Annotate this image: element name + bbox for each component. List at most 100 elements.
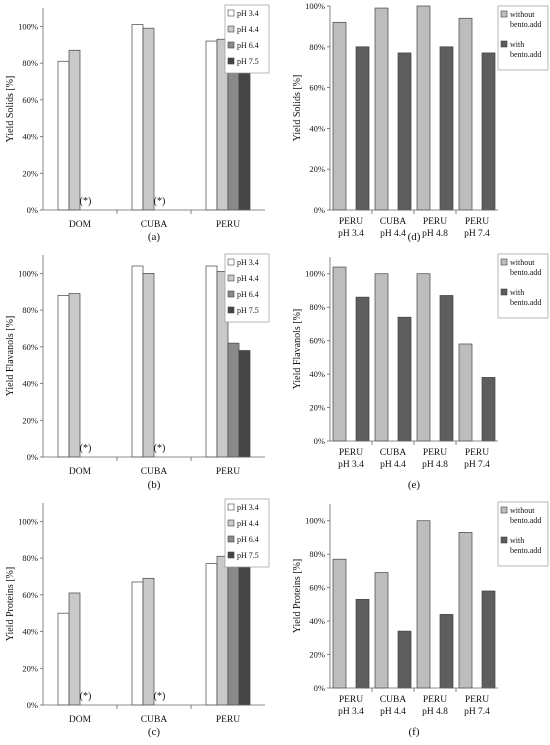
x-tick-label: PERU bbox=[465, 695, 489, 705]
legend-label: pH 4.4 bbox=[237, 519, 259, 528]
y-tick-label: 80% bbox=[22, 553, 38, 563]
bar bbox=[481, 52, 496, 211]
panel-label: (d) bbox=[408, 231, 421, 243]
y-tick-label: 40% bbox=[309, 616, 325, 626]
y-tick-label: 40% bbox=[22, 627, 38, 637]
bar bbox=[142, 577, 155, 706]
legend-swatch bbox=[227, 25, 235, 33]
legend-label: with bbox=[510, 536, 524, 545]
bar bbox=[205, 40, 218, 211]
y-tick-label: 80% bbox=[22, 305, 38, 315]
y-tick-label: 0% bbox=[314, 205, 325, 215]
annotation-missing: (*) bbox=[154, 691, 166, 702]
y-tick-label: 60% bbox=[309, 336, 325, 346]
bar bbox=[439, 614, 454, 689]
bar bbox=[131, 581, 144, 706]
panel-label: (c) bbox=[148, 726, 161, 738]
x-tick-label: DOM bbox=[69, 220, 92, 230]
chart-panel-a: 0% 20% 40% 60% 80% 100% Yield Solids [%] (*) DOM… bbox=[5, 4, 270, 243]
y-axis-label: Yield Proteins [%] bbox=[292, 559, 303, 633]
bar bbox=[355, 598, 370, 689]
bar bbox=[397, 630, 412, 689]
y-axis-label: Yield Solids [%] bbox=[292, 75, 303, 142]
x-tick-label: pH 4.8 bbox=[422, 707, 448, 717]
y-tick-label: 100% bbox=[18, 21, 38, 31]
legend: pH 3.4 pH 4.4 pH 6.4 pH 7.5 bbox=[224, 253, 270, 323]
x-tick-label: PERU bbox=[423, 217, 447, 227]
legend-swatch bbox=[227, 519, 235, 527]
legend-swatch bbox=[227, 290, 235, 298]
bar bbox=[68, 592, 81, 706]
bar bbox=[458, 532, 473, 689]
bar bbox=[416, 5, 431, 211]
annotation-missing: (*) bbox=[154, 443, 166, 454]
x-tick-label: pH 4.4 bbox=[380, 229, 406, 239]
y-tick-label: 0% bbox=[314, 436, 325, 446]
x-tick-label: pH 7.4 bbox=[464, 460, 490, 470]
y-tick-label: 80% bbox=[309, 549, 325, 559]
bar bbox=[131, 24, 144, 211]
y-axis-label: Yield Flavanols [%] bbox=[292, 309, 303, 390]
y-tick-label: 100% bbox=[305, 516, 325, 526]
bar bbox=[439, 295, 454, 442]
x-tick-label: PERU bbox=[216, 467, 240, 477]
y-tick-label: 80% bbox=[309, 302, 325, 312]
bar bbox=[238, 350, 251, 458]
chart-panel-d: 0% 20% 40% 60% 80% 100% Yield Solids [%] PERU pH… bbox=[292, 1, 549, 243]
y-tick-label: 60% bbox=[22, 342, 38, 352]
legend-label: bento.add bbox=[510, 268, 541, 277]
x-tick-label: pH 4.8 bbox=[422, 229, 448, 239]
y-tick-label: 100% bbox=[18, 268, 38, 278]
y-tick-label: 0% bbox=[27, 452, 38, 462]
bar bbox=[227, 342, 240, 458]
x-tick-label: pH 4.4 bbox=[380, 707, 406, 717]
bar bbox=[416, 273, 431, 442]
bar bbox=[142, 273, 155, 458]
x-tick-label: pH 4.4 bbox=[380, 460, 406, 470]
legend-swatch bbox=[500, 288, 508, 296]
bar bbox=[205, 563, 218, 706]
y-tick-label: 40% bbox=[309, 123, 325, 133]
bar bbox=[397, 316, 412, 442]
x-tick-label: PERU bbox=[465, 217, 489, 227]
bar bbox=[374, 7, 389, 211]
y-tick-label: 60% bbox=[309, 583, 325, 593]
legend-label: pH 6.4 bbox=[237, 41, 259, 50]
legend-swatch bbox=[227, 274, 235, 282]
legend-label: bento.add bbox=[510, 516, 541, 525]
x-tick-label: CUBA bbox=[380, 217, 407, 227]
bar bbox=[458, 343, 473, 442]
x-tick-label: PERU bbox=[339, 695, 363, 705]
y-tick-label: 20% bbox=[309, 650, 325, 660]
x-tick-label: PERU bbox=[339, 217, 363, 227]
bar bbox=[355, 296, 370, 442]
chart-panel-e: 0% 20% 40% 60% 80% 100% Yield Flavanols [%] PER… bbox=[292, 253, 549, 491]
annotation-missing: (*) bbox=[80, 196, 92, 207]
x-tick-label: pH 7.4 bbox=[464, 707, 490, 717]
chart-panel-b: 0% 20% 40% 60% 80% 100% Yield Flavanols [%] (*)… bbox=[5, 253, 270, 491]
y-tick-label: 100% bbox=[18, 516, 38, 526]
panel-label: (b) bbox=[148, 479, 161, 491]
x-tick-label: CUBA bbox=[141, 220, 168, 230]
legend-swatch bbox=[227, 9, 235, 17]
y-tick-label: 40% bbox=[22, 379, 38, 389]
legend-label: bento.add bbox=[510, 298, 541, 307]
legend-swatch bbox=[500, 258, 508, 266]
x-tick-label: pH 3.4 bbox=[338, 229, 364, 239]
y-tick-label: 20% bbox=[309, 403, 325, 413]
y-tick-label: 80% bbox=[22, 58, 38, 68]
legend-swatch bbox=[227, 503, 235, 511]
bar bbox=[205, 265, 218, 458]
legend-swatch bbox=[227, 535, 235, 543]
y-axis-label: Yield Solids [%] bbox=[5, 76, 16, 143]
x-tick-label: pH 3.4 bbox=[338, 707, 364, 717]
legend-label: pH 3.4 bbox=[237, 258, 259, 267]
legend-label: with bbox=[510, 288, 524, 297]
x-tick-label: PERU bbox=[216, 715, 240, 725]
legend-swatch bbox=[500, 536, 508, 544]
bar bbox=[481, 590, 496, 689]
panel-label: (e) bbox=[408, 479, 421, 491]
